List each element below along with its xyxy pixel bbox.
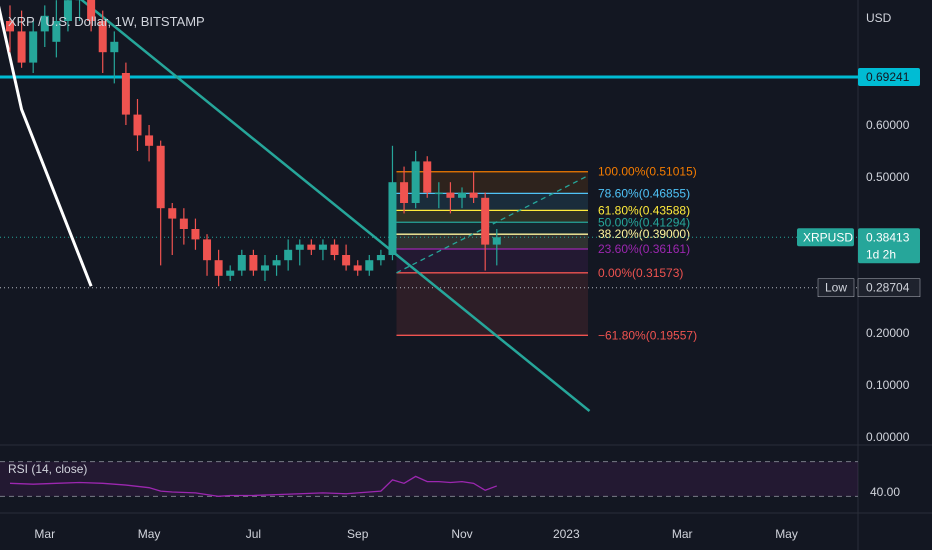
resistance-badge-label: 0.69241 — [866, 70, 910, 84]
fibonacci-retracement[interactable]: 100.00%(0.51015) 78.60%(0.46855) 61.80%(0.… — [396, 165, 697, 343]
price-tick-label: 0.10000 — [866, 378, 910, 392]
candle-body — [423, 161, 432, 193]
candle-body — [481, 197, 490, 245]
currency-label: USD — [866, 11, 892, 25]
low-price-label: 0.28704 — [866, 281, 910, 295]
low-tag — [817, 278, 855, 297]
fib-zone — [396, 272, 588, 336]
price-tick-label: 0.60000 — [866, 118, 910, 132]
candle-body — [446, 192, 455, 198]
rsi-band — [0, 461, 858, 497]
candle-body — [492, 237, 501, 245]
candle-body — [295, 244, 304, 250]
candle-body — [52, 21, 61, 42]
countdown-label: 1d 2h — [866, 247, 896, 261]
candle-body — [330, 244, 339, 255]
candle-body — [17, 31, 26, 63]
candle-body — [458, 192, 467, 198]
candle-body — [133, 114, 142, 136]
candle-body — [6, 21, 14, 32]
current-price-label: 0.38413 — [866, 230, 910, 244]
candle-body — [156, 145, 165, 209]
white-trend-line — [0, 5, 93, 287]
symbol-title[interactable]: XRP / U.S. Dollar, 1W, BITSTAMP — [8, 14, 205, 29]
time-tick-label: Mar — [672, 527, 693, 541]
candle-body — [469, 192, 478, 198]
rsi-line — [9, 475, 498, 497]
candle-body — [365, 260, 374, 271]
fib-zone — [396, 210, 588, 223]
candle-body — [434, 192, 443, 195]
candle-body — [249, 255, 258, 271]
time-tick-label: Nov — [451, 527, 472, 541]
candle-body — [214, 260, 223, 276]
resistance-badge — [858, 67, 920, 86]
fib-level-label: 61.80%(0.43588) — [598, 203, 690, 217]
time-tick-label: May — [775, 527, 798, 541]
time-tick-label: Mar — [34, 527, 55, 541]
candle-body — [63, 0, 72, 21]
symbol-tag-label: XRPUSD — [803, 230, 853, 244]
time-tick-label: Jul — [246, 527, 261, 541]
rsi-axis-label: 40.00 — [870, 485, 900, 499]
fib-level-label: −61.80%(0.19557) — [598, 328, 697, 342]
fib-zone — [396, 193, 588, 211]
price-tick-label: 0.00000 — [866, 430, 910, 444]
candle-body — [87, 0, 96, 22]
rsi-title: RSI (14, close) — [8, 462, 87, 476]
symbol-tag — [797, 228, 854, 247]
candle-body — [353, 265, 362, 271]
fib-level-label: 78.60%(0.46855) — [598, 186, 690, 200]
fib-zone — [396, 234, 588, 249]
candle-body — [179, 218, 188, 229]
candle-body — [145, 135, 154, 146]
low-tag-label: Low — [825, 281, 847, 295]
candle-body — [400, 182, 409, 203]
candle-body — [260, 265, 269, 271]
candle-body — [388, 182, 397, 255]
candle-body — [237, 255, 246, 271]
low-price-badge — [857, 278, 921, 297]
candle-body — [284, 249, 293, 261]
price-tick-label: 0.20000 — [866, 326, 910, 340]
candle-body — [121, 73, 130, 115]
candle-body — [376, 255, 385, 261]
candle-body — [318, 244, 327, 250]
fib-level-label: 100.00%(0.51015) — [598, 165, 697, 179]
fib-zone — [396, 222, 588, 235]
time-tick-label: May — [138, 527, 161, 541]
candle-body — [411, 161, 420, 203]
candle-body — [226, 270, 235, 276]
drawn-lines[interactable] — [0, 0, 858, 412]
candle-body — [40, 15, 49, 32]
candle-body — [168, 208, 177, 219]
descending-trendline — [79, 0, 591, 412]
candle-body — [29, 31, 38, 63]
candle-body — [307, 244, 316, 250]
price-tick-label: 0.50000 — [866, 170, 910, 184]
time-tick-label: Sep — [347, 527, 369, 541]
fib-level-label: 0.00%(0.31573) — [598, 266, 683, 280]
time-axis[interactable]: Mar May Jul Sep Nov 2023 Mar May — [34, 527, 797, 541]
fib-level-label: 23.60%(0.36161) — [598, 242, 690, 256]
current-price-badge — [858, 228, 920, 264]
candle-body — [272, 260, 281, 266]
rsi-pane[interactable]: RSI (14, close) 40.00 — [0, 461, 900, 499]
fib-level-label: 50.00%(0.41294) — [598, 215, 690, 229]
candle-body — [342, 255, 351, 266]
fib-zone — [396, 248, 588, 273]
price-axis[interactable]: 0.60000 0.50000 0.20000 0.10000 0.00000 — [866, 118, 910, 444]
candle-body — [191, 229, 200, 240]
candlestick-series — [6, 0, 501, 287]
fib-zone — [396, 171, 588, 194]
time-tick-label: 2023 — [553, 527, 580, 541]
fib-level-label: 38.20%(0.39000) — [598, 227, 690, 241]
candle-body — [98, 21, 107, 53]
candle-body — [110, 41, 119, 53]
candle-body — [203, 239, 212, 261]
price-markers: 0.69241 0.38413 1d 2h XRPUSD 0.28704 Low — [797, 67, 921, 297]
